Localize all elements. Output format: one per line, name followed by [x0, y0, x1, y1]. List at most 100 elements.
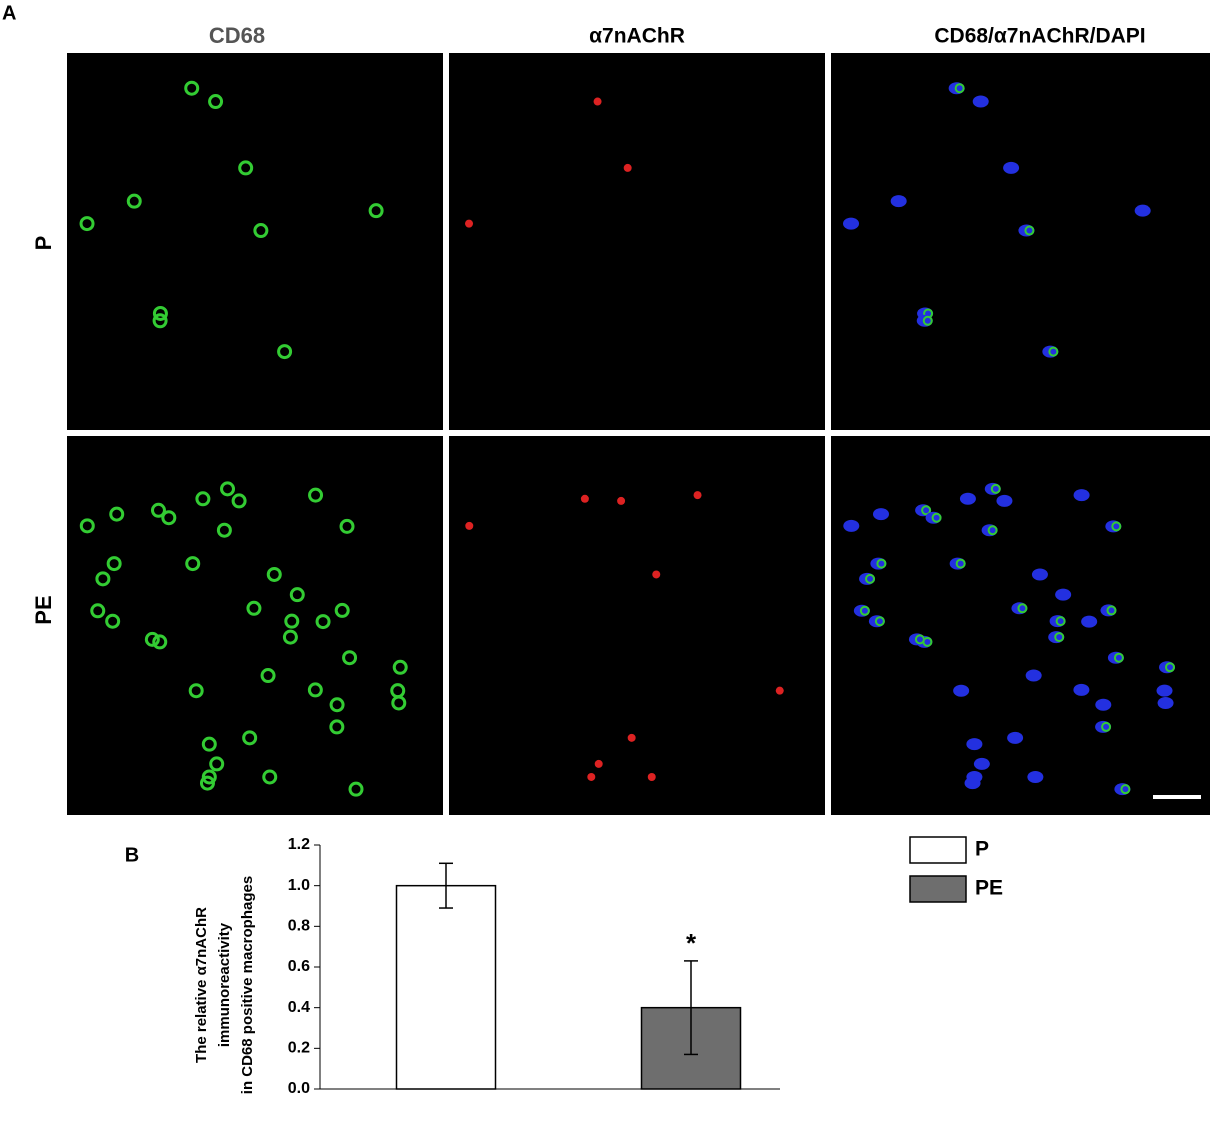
cell	[392, 659, 408, 675]
cell	[105, 613, 121, 629]
cell	[914, 634, 925, 645]
cell	[647, 772, 656, 781]
cell	[1111, 521, 1122, 532]
nucleus	[996, 494, 1013, 507]
nucleus	[1134, 204, 1151, 217]
cell	[161, 510, 177, 526]
cell	[188, 683, 204, 699]
cell	[1054, 632, 1065, 643]
cell	[652, 570, 661, 579]
cell	[79, 216, 95, 232]
nucleus	[1073, 683, 1090, 696]
legend-label: P	[975, 838, 989, 861]
cell	[152, 313, 168, 329]
cell	[1101, 721, 1112, 732]
cell	[242, 730, 258, 746]
cell	[106, 556, 122, 572]
legend-swatch	[909, 836, 967, 864]
y-tick-label: 0.6	[288, 958, 310, 975]
row-label: P	[31, 236, 56, 251]
nucleus	[1157, 696, 1174, 709]
y-axis-label: immunoreactivity	[216, 922, 233, 1047]
cell	[315, 614, 331, 630]
nucleus	[1031, 568, 1048, 581]
cell	[465, 521, 474, 530]
bar	[395, 884, 497, 1090]
nucleus	[1055, 588, 1072, 601]
column-header: CD68/α7nAChR/DAPI	[934, 25, 1145, 48]
cell	[627, 733, 636, 742]
micrograph	[831, 436, 1210, 815]
micrograph	[831, 53, 1210, 430]
cell	[289, 587, 305, 603]
nucleus	[843, 519, 860, 532]
cell	[594, 759, 603, 768]
y-tick-label: 0.4	[288, 999, 310, 1016]
cell	[617, 496, 626, 505]
cell	[238, 160, 254, 176]
cell	[90, 603, 106, 619]
cell	[390, 683, 406, 699]
cell	[859, 605, 870, 616]
cell	[1120, 784, 1131, 795]
cell	[623, 163, 632, 172]
cell	[1017, 603, 1028, 614]
nucleus	[966, 738, 983, 751]
cell	[922, 315, 933, 326]
cell	[262, 769, 278, 785]
cell	[1165, 662, 1176, 673]
y-axis-label: The relative α7nAChR	[193, 907, 210, 1063]
column-header: α7nAChR	[589, 25, 685, 48]
cell	[1106, 605, 1117, 616]
nucleus	[959, 492, 976, 505]
y-tick-label: 0.2	[288, 1040, 310, 1057]
significance-mark: *	[686, 928, 697, 958]
micrograph	[449, 53, 825, 430]
nucleus	[1003, 161, 1020, 174]
panel-label: B	[125, 844, 139, 866]
cell	[282, 629, 298, 645]
cell	[693, 491, 702, 500]
micrograph	[67, 436, 443, 815]
micrographs	[67, 53, 1210, 815]
cell	[775, 686, 784, 695]
cell	[955, 558, 966, 569]
cell	[1055, 616, 1066, 627]
y-axis-label: in CD68 positive macrophages	[239, 876, 256, 1094]
nucleus	[953, 684, 970, 697]
cell	[184, 80, 200, 96]
cell	[876, 558, 887, 569]
cell	[348, 781, 364, 797]
y-tick-label: 0.8	[288, 918, 310, 935]
cell	[144, 631, 160, 647]
cell	[1113, 652, 1124, 663]
cell	[150, 502, 166, 518]
cell	[126, 193, 142, 209]
y-tick-label: 1.0	[288, 877, 310, 894]
nucleus	[972, 95, 989, 108]
nucleus	[843, 217, 860, 230]
cell	[329, 719, 345, 735]
nucleus	[872, 508, 889, 521]
cell	[334, 602, 350, 618]
cell	[587, 772, 596, 781]
cell	[277, 344, 293, 360]
nucleus	[1025, 669, 1042, 682]
cell	[931, 512, 942, 523]
nucleus	[1027, 770, 1044, 783]
cell	[246, 600, 262, 616]
cell	[109, 506, 125, 522]
cell	[1024, 225, 1035, 236]
cell	[185, 556, 201, 572]
cell	[152, 305, 168, 321]
cell	[308, 487, 324, 503]
nucleus	[973, 757, 990, 770]
y-tick-label: 0.0	[288, 1080, 310, 1097]
cell	[329, 697, 345, 713]
bar-chart: 0.0 0.2 0.4 0.6 0.8 1.0 1.2 The relative α7nACh…	[193, 836, 1003, 1097]
row-label: PE	[31, 595, 56, 624]
cell	[954, 83, 965, 94]
micrograph	[67, 53, 443, 430]
legend-swatch	[909, 875, 967, 903]
cell	[593, 97, 602, 106]
